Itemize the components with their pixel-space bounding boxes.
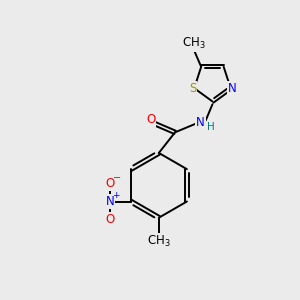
Text: N: N bbox=[106, 195, 115, 208]
Text: +: + bbox=[112, 190, 119, 200]
Text: N: N bbox=[196, 116, 205, 128]
Text: H: H bbox=[207, 122, 215, 132]
Text: N: N bbox=[228, 82, 236, 95]
Text: CH$_3$: CH$_3$ bbox=[182, 36, 206, 51]
Text: O: O bbox=[146, 112, 155, 126]
Text: −: − bbox=[112, 173, 121, 183]
Text: CH$_3$: CH$_3$ bbox=[147, 234, 171, 249]
Text: O: O bbox=[106, 177, 115, 190]
Text: S: S bbox=[189, 82, 196, 95]
Text: O: O bbox=[106, 213, 115, 226]
